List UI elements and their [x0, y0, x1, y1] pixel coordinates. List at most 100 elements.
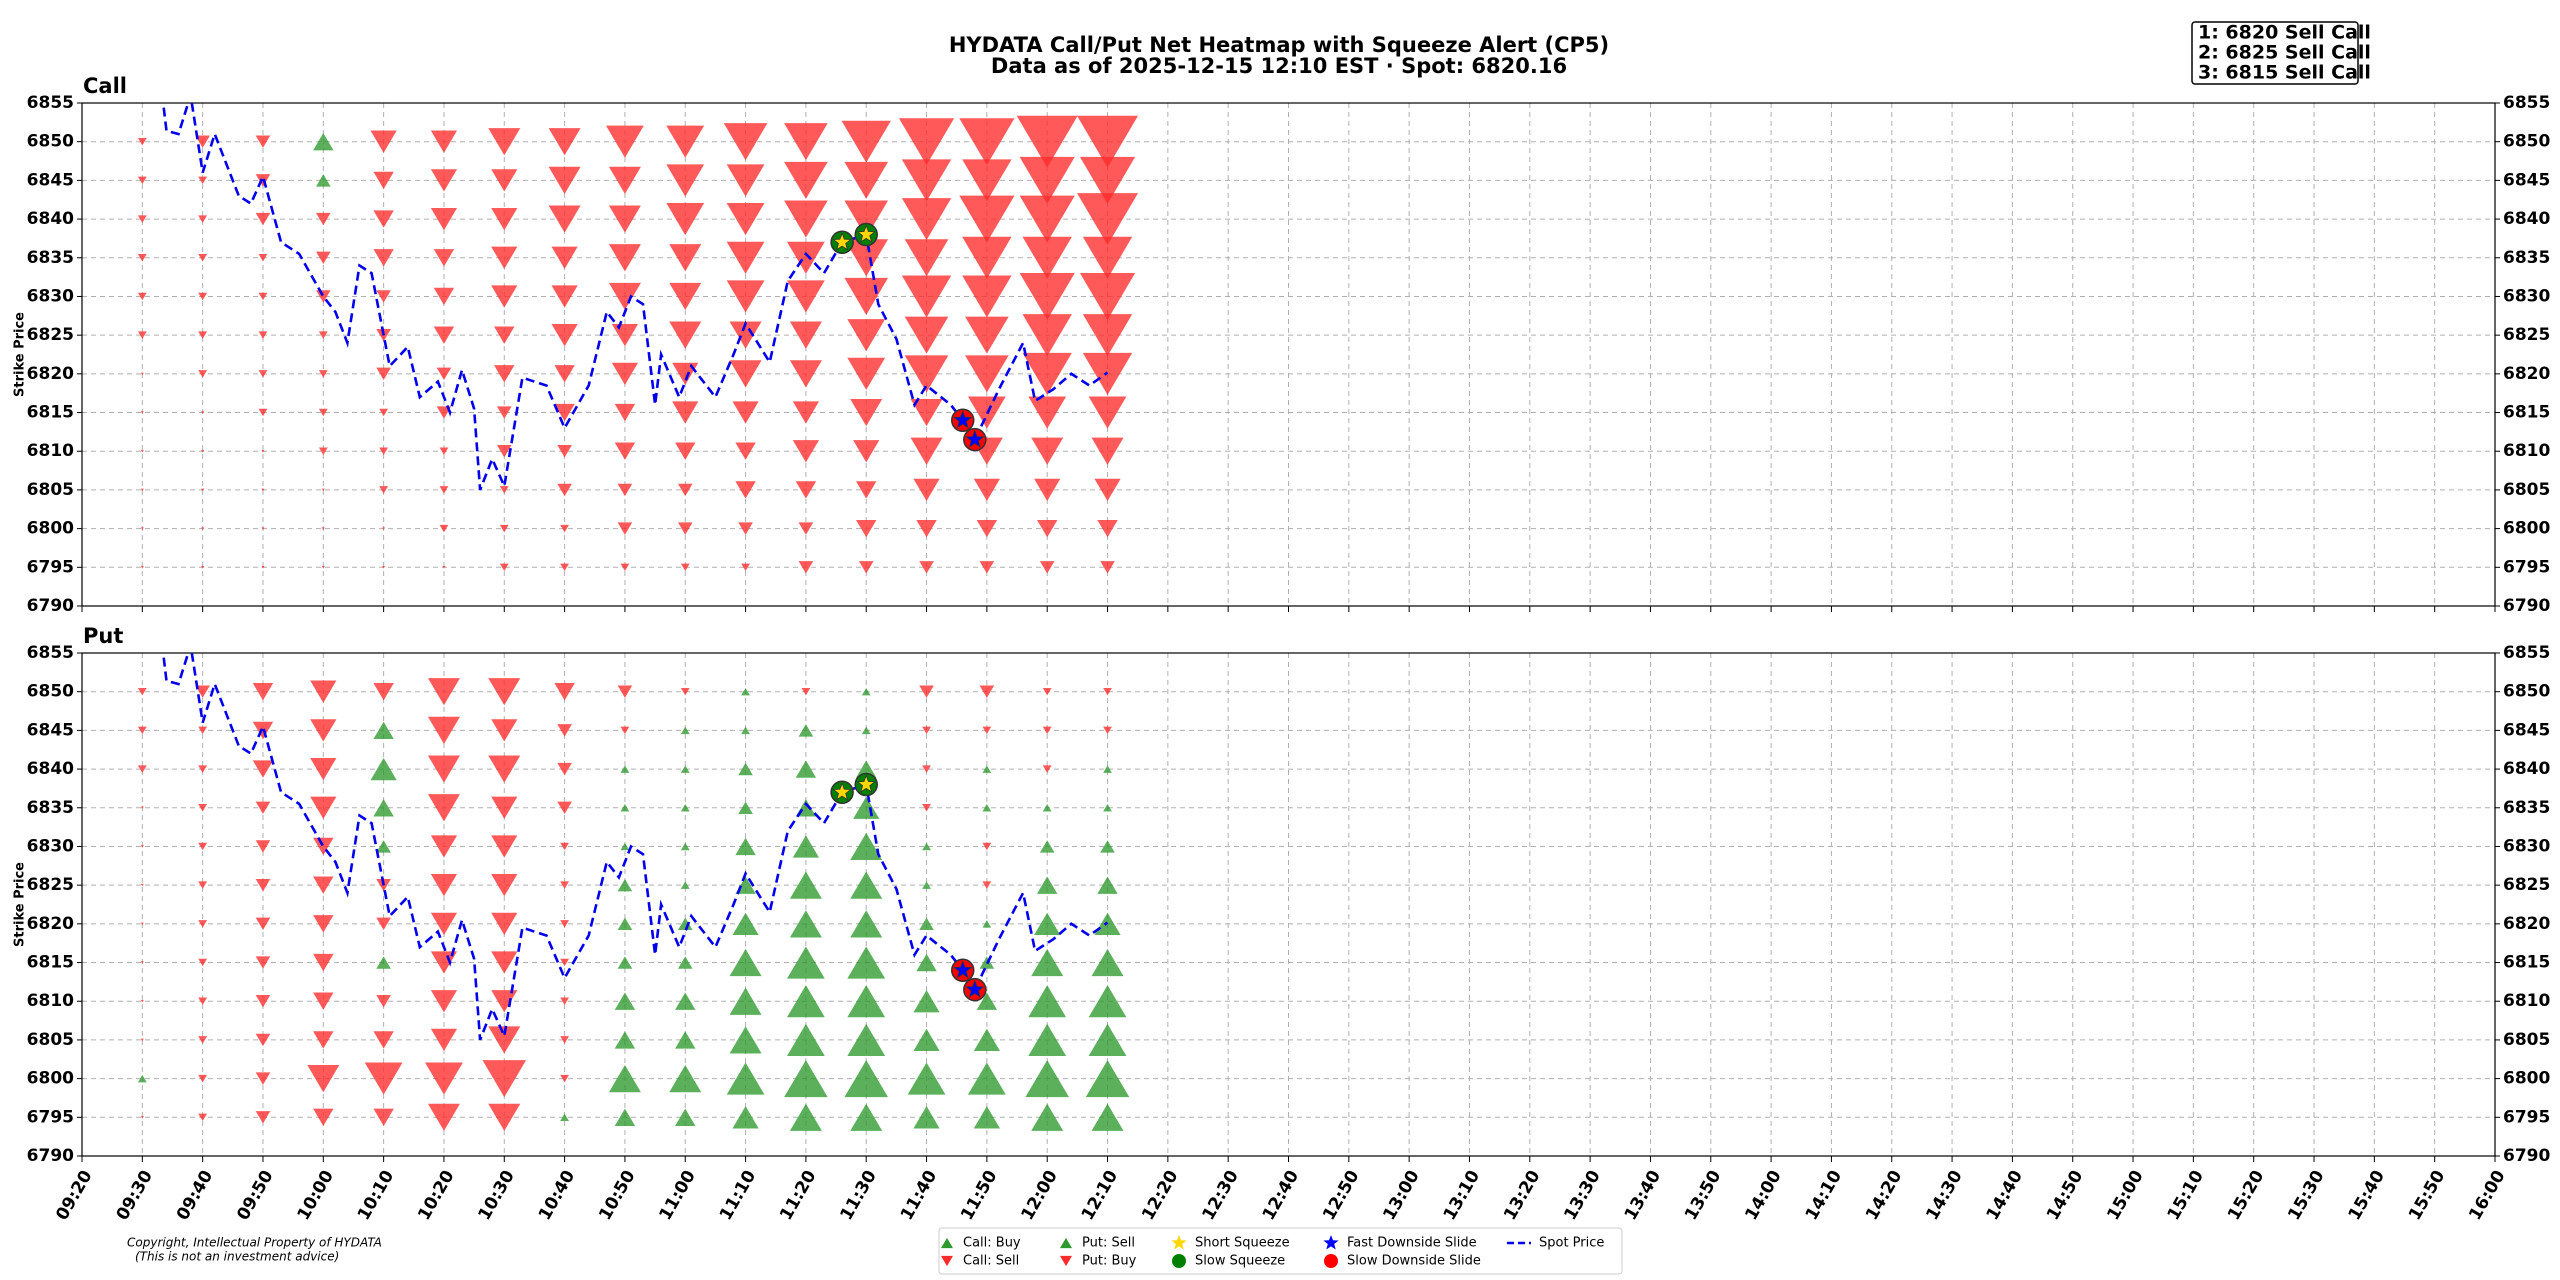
- copyright: Copyright, Intellectual Property of HYDA…: [127, 1236, 382, 1250]
- heat-marker: [140, 922, 144, 926]
- heat-marker: [856, 519, 877, 538]
- heat-marker: [675, 442, 696, 460]
- y-tick-label-right: 6835: [2503, 248, 2550, 268]
- x-tick-label: 13:10: [1440, 1167, 1484, 1224]
- y-tick-label-right: 6820: [2503, 364, 2550, 384]
- heat-marker: [491, 246, 518, 269]
- heat-marker: [140, 1116, 144, 1119]
- heat-marker: [430, 207, 458, 231]
- heat-marker: [620, 563, 630, 572]
- y-tick-label-right: 6830: [2503, 286, 2550, 306]
- heat-marker: [1094, 478, 1121, 502]
- heat-marker: [318, 408, 328, 417]
- heat-marker: [669, 244, 702, 272]
- heat-marker: [844, 1060, 889, 1098]
- heat-marker: [491, 912, 518, 935]
- heat-marker: [491, 951, 518, 974]
- heat-marker: [373, 683, 394, 701]
- heat-marker: [608, 166, 641, 194]
- heat-marker: [973, 478, 1000, 502]
- heat-marker: [1079, 273, 1136, 320]
- heat-marker: [310, 719, 337, 742]
- heat-marker: [370, 130, 397, 153]
- heat-marker: [195, 685, 210, 698]
- heat-marker: [850, 871, 883, 899]
- chart-subtitle: Data as of 2025-12-15 12:10 EST · Spot: …: [991, 54, 1567, 78]
- heat-marker: [439, 486, 449, 494]
- heat-marker: [979, 561, 995, 574]
- heat-marker: [1088, 396, 1127, 429]
- heat-marker: [1042, 687, 1052, 696]
- heat-marker: [255, 917, 271, 931]
- heat-marker: [1097, 519, 1118, 538]
- heat-marker: [1077, 115, 1139, 168]
- heat-marker: [784, 161, 828, 199]
- heat-marker: [789, 1103, 822, 1131]
- heat-marker: [491, 169, 518, 192]
- y-tick-label-right: 6820: [2503, 914, 2550, 934]
- heat-marker: [669, 282, 702, 311]
- heat-marker: [904, 316, 949, 354]
- heat-marker: [137, 254, 147, 262]
- heat-marker: [427, 716, 460, 744]
- heat-marker: [847, 985, 886, 1018]
- spot-line: [161, 653, 1109, 1041]
- heat-marker: [666, 164, 705, 197]
- heat-marker: [198, 958, 208, 967]
- alert-star: [965, 429, 985, 448]
- heat-marker: [666, 125, 705, 158]
- heat-marker: [557, 762, 572, 776]
- heat-marker: [617, 917, 633, 931]
- heat-marker: [735, 837, 756, 856]
- heat-marker: [137, 765, 147, 773]
- y-tick-label-right: 6795: [2503, 1107, 2550, 1127]
- heat-marker: [430, 990, 458, 1013]
- heat-marker: [962, 236, 1012, 279]
- heat-marker: [1079, 156, 1136, 204]
- x-tick-label: 15:30: [2284, 1167, 2328, 1224]
- heat-marker: [1028, 396, 1067, 429]
- heat-marker: [1100, 561, 1115, 574]
- heat-marker: [252, 683, 274, 701]
- legend-marker: [1323, 1235, 1339, 1250]
- heat-marker: [140, 845, 144, 848]
- heat-marker: [861, 726, 871, 735]
- heat-marker: [962, 159, 1012, 202]
- heat-marker: [732, 1106, 759, 1129]
- heat-marker: [201, 411, 205, 414]
- y-tick-label: 6815: [27, 953, 74, 973]
- heat-marker: [488, 755, 521, 783]
- heat-marker: [140, 999, 144, 1003]
- heat-marker: [979, 685, 995, 698]
- heat-marker: [140, 488, 144, 492]
- heat-marker: [669, 1065, 702, 1093]
- y-tick-label-right: 6835: [2503, 798, 2550, 818]
- heat-marker: [313, 953, 334, 972]
- heat-marker: [430, 130, 458, 153]
- heat-marker: [255, 212, 271, 226]
- heat-marker: [560, 1074, 569, 1083]
- heat-marker: [491, 874, 518, 897]
- heat-marker: [680, 881, 690, 889]
- x-tick-label: 10:40: [535, 1167, 579, 1224]
- heat-marker: [379, 408, 389, 417]
- heat-marker: [1016, 115, 1078, 168]
- y-tick-label-right: 6800: [2503, 1069, 2550, 1089]
- x-tick-label: 13:30: [1560, 1167, 1604, 1224]
- heat-marker: [382, 527, 386, 530]
- legend-marker: [1060, 1237, 1072, 1249]
- heat-marker: [1091, 1103, 1124, 1131]
- heat-marker: [919, 685, 934, 698]
- x-tick-label: 10:50: [595, 1167, 639, 1224]
- heat-marker: [1039, 561, 1055, 574]
- heat-marker: [137, 292, 147, 301]
- heat-marker: [494, 326, 515, 344]
- legend-marker: [941, 1255, 953, 1267]
- heat-marker: [847, 1023, 886, 1056]
- heat-marker: [261, 527, 265, 530]
- heat-marker: [913, 1106, 940, 1129]
- heat-marker: [313, 837, 334, 856]
- heat-marker: [675, 1108, 696, 1126]
- heat-marker: [1097, 876, 1118, 894]
- heat-marker: [1042, 804, 1052, 812]
